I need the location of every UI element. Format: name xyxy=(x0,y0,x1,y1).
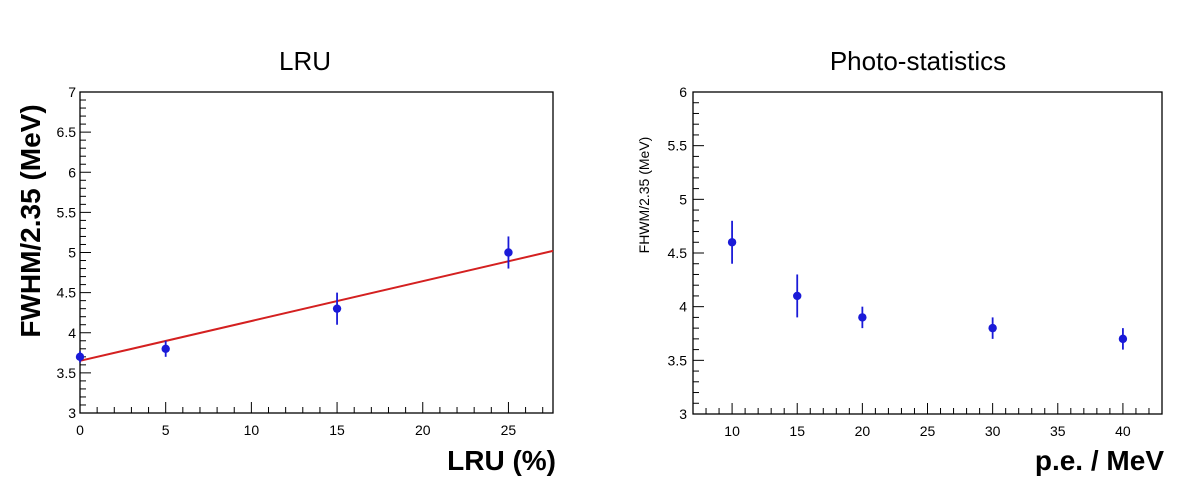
x-tick-label: 15 xyxy=(789,423,805,439)
point-marker xyxy=(504,248,513,257)
fit-line xyxy=(79,249,554,362)
y-axis-label: FWHM/2.35 (MeV) xyxy=(15,104,46,337)
x-tick-label: 30 xyxy=(985,423,1001,439)
x-tick-label: 25 xyxy=(920,423,936,439)
y-tick-label: 6.5 xyxy=(57,124,77,140)
point-marker xyxy=(332,304,342,313)
y-tick-label: 5.5 xyxy=(57,204,77,220)
point-marker xyxy=(75,352,85,362)
y-tick-label: 4.5 xyxy=(57,285,77,301)
x-axis-label: LRU (%) xyxy=(447,445,556,476)
tick-labels: 10 15 20 25 30 35 40 3 3.5 4 4.5 5 5.5 6 xyxy=(668,84,1131,439)
x-tick-label: 20 xyxy=(415,422,431,438)
x-tick-label: 10 xyxy=(244,422,260,438)
data-point xyxy=(161,340,170,357)
point-marker xyxy=(1118,334,1128,344)
y-tick-label: 3.5 xyxy=(57,365,77,381)
point-marker xyxy=(858,313,867,322)
plot-frame xyxy=(79,91,554,414)
y-tick-label: 4 xyxy=(679,299,687,315)
x-tick-label: 20 xyxy=(855,423,871,439)
point-marker xyxy=(161,344,170,353)
y-axis-label: FHWM/2.35 (MeV) xyxy=(636,137,652,254)
data-point xyxy=(793,274,802,318)
x-tick-label: 25 xyxy=(501,422,517,438)
x-axis-label: p.e. / MeV xyxy=(1035,445,1164,476)
tick-labels: 0 5 10 15 20 25 3 3.5 4 4.5 5 5.5 6 6.5 7 xyxy=(57,84,517,438)
y-tick-label: 4.5 xyxy=(668,245,688,261)
data-point xyxy=(988,317,997,339)
y-tick-label: 6 xyxy=(679,84,687,100)
axis-ticks xyxy=(79,91,544,414)
x-tick-label: 40 xyxy=(1115,423,1131,439)
data-point xyxy=(75,351,85,363)
axis-ticks xyxy=(692,91,1163,415)
x-tick-label: 15 xyxy=(329,422,345,438)
x-tick-label: 0 xyxy=(76,422,84,438)
y-tick-label: 3 xyxy=(68,405,76,421)
lru-chart: LRU FWHM/2.35 (MeV) LRU (%) 0 5 10 15 20 25 3 3… xyxy=(15,46,556,476)
y-tick-label: 6 xyxy=(68,164,76,180)
y-tick-label: 5 xyxy=(68,245,76,261)
y-tick-label: 4 xyxy=(68,325,76,341)
data-points xyxy=(727,220,1128,350)
plot-frame xyxy=(692,91,1163,415)
data-points xyxy=(75,236,513,363)
y-tick-label: 5.5 xyxy=(668,138,688,154)
chart-title: LRU xyxy=(279,46,331,76)
data-point xyxy=(1118,328,1128,350)
point-marker xyxy=(727,238,737,247)
y-tick-label: 7 xyxy=(68,84,76,100)
data-point xyxy=(727,220,737,264)
point-marker xyxy=(988,323,997,333)
x-tick-label: 5 xyxy=(162,422,170,438)
y-tick-label: 3 xyxy=(679,406,687,422)
x-tick-label: 35 xyxy=(1050,423,1066,439)
photo-statistics-chart: Photo-statistics FHWM/2.35 (MeV) p.e. / … xyxy=(636,46,1164,476)
x-tick-label: 10 xyxy=(724,423,740,439)
data-point xyxy=(504,236,513,269)
chart-title: Photo-statistics xyxy=(830,46,1006,76)
data-point xyxy=(332,292,342,325)
y-tick-label: 3.5 xyxy=(668,352,688,368)
data-point xyxy=(858,306,867,329)
y-tick-label: 5 xyxy=(679,191,687,207)
fit-line-group xyxy=(79,249,554,362)
point-marker xyxy=(793,291,802,301)
